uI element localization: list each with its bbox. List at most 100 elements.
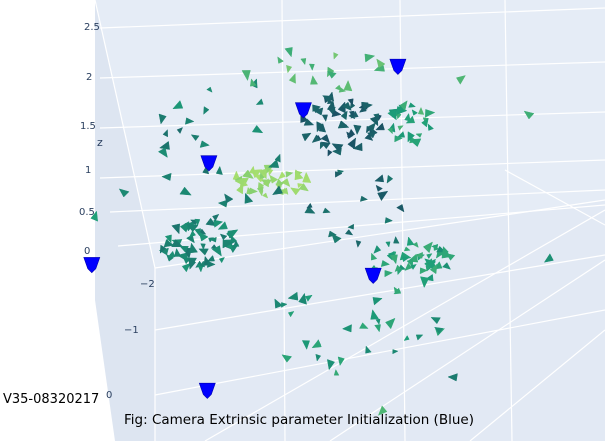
camera-cone [250, 78, 257, 87]
camera-cone [396, 106, 408, 115]
camera-cone [442, 262, 452, 270]
camera-cone [447, 373, 458, 382]
camera-cone [322, 95, 333, 103]
camera-cone [301, 340, 310, 350]
blue-camera-marker [294, 102, 312, 119]
camera-cone [167, 250, 176, 258]
camera-cone [419, 267, 428, 275]
grid-line [399, 0, 406, 441]
grid-line [329, 259, 605, 441]
camera-cone [90, 210, 98, 222]
camera-cone [389, 254, 398, 265]
camera-markers [90, 47, 554, 416]
camera-cone [259, 172, 265, 179]
grid-line [99, 61, 605, 79]
camera-cone [206, 86, 213, 93]
blue-camera-marker [364, 267, 382, 284]
camera-cone [328, 106, 336, 115]
camera-cone [348, 112, 356, 120]
camera-cone [320, 134, 331, 144]
camera-cone [396, 131, 406, 138]
grid-line [504, 169, 605, 226]
camera-cone [222, 239, 234, 249]
camera-cone [373, 245, 382, 254]
grid-line [99, 159, 605, 179]
camera-cone [367, 122, 376, 133]
camera-cone [337, 120, 350, 129]
camera-cone [199, 260, 205, 268]
camera-cone [234, 177, 245, 186]
camera-cone [427, 123, 434, 131]
axis-ticks: 2.5 2 1.5 1 0.5 0 −2 −1 0 z [79, 22, 155, 401]
camera-cone [364, 133, 374, 141]
grid-line [94, 0, 156, 269]
camera-cone [277, 181, 284, 187]
camera-cone [374, 324, 381, 333]
camera-cone [158, 113, 167, 125]
camera-cone [277, 56, 284, 64]
camera-cone [249, 165, 256, 175]
camera-cone [226, 243, 234, 251]
camera-cone [301, 132, 312, 142]
camera-cone [426, 258, 437, 269]
camera-cone [326, 359, 335, 371]
camera-cone [312, 104, 322, 113]
camera-cone [157, 147, 168, 158]
camera-cone [161, 172, 172, 181]
blue-camera-marker [200, 155, 218, 172]
camera-cone [318, 122, 327, 133]
camera-cone [241, 70, 251, 82]
camera-cone [255, 98, 264, 105]
figure-caption: Fig: Camera Extrinsic parameter Initiali… [124, 412, 474, 428]
camera-cone [410, 264, 417, 270]
camera-cone [375, 318, 381, 326]
camera-cone [194, 218, 201, 227]
camera-cone [404, 112, 411, 122]
camera-cone [352, 142, 363, 152]
camera-cone [425, 109, 436, 118]
camera-cone [377, 190, 389, 202]
camera-cone [186, 234, 195, 244]
z-tick-label: 1.5 [80, 121, 96, 132]
camera-cone [361, 101, 369, 111]
camera-cone [308, 63, 315, 71]
camera-cone [251, 124, 264, 134]
camera-cone [408, 138, 422, 148]
camera-cone [217, 199, 228, 208]
camera-cone [176, 127, 184, 134]
camera-cone [355, 240, 362, 248]
camera-cone [206, 255, 215, 262]
camera-cone [387, 127, 393, 135]
camera-cone [159, 244, 167, 254]
camera-cone [305, 294, 313, 302]
camera-cone [198, 231, 209, 242]
camera-cone [189, 242, 198, 254]
camera-cone [376, 58, 386, 68]
camera-cone [315, 353, 322, 362]
camera-cone [411, 109, 418, 116]
blue-camera-marker [198, 382, 216, 399]
camera-cone [311, 339, 322, 349]
camera-cone [298, 183, 309, 192]
camera-cone [281, 187, 289, 196]
camera-cone [274, 298, 283, 309]
camera-cone [371, 252, 378, 261]
grid-lines [94, 0, 605, 441]
camera-cone [380, 260, 391, 267]
camera-cone [333, 52, 339, 60]
camera-cone [434, 326, 444, 334]
camera-cone [369, 115, 379, 127]
camera-cone [408, 102, 417, 108]
camera-cone [347, 98, 354, 106]
camera-cone [393, 286, 401, 295]
camera-cone [185, 224, 198, 233]
camera-cone [326, 70, 337, 79]
camera-cone [344, 229, 354, 236]
camera-cone [433, 244, 439, 251]
camera-cone [302, 171, 312, 183]
camera-cone [375, 184, 383, 192]
blue-camera-marker [83, 257, 101, 274]
z-tick-label: 2.5 [84, 22, 100, 33]
camera-cone [179, 245, 189, 253]
